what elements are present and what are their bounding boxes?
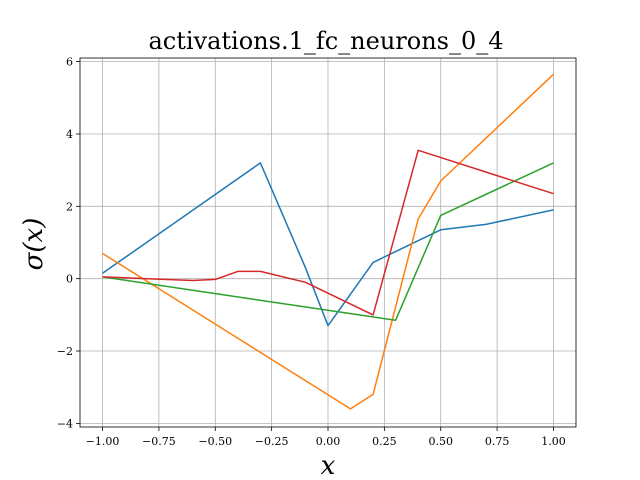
x-axis-label: x [321, 451, 336, 480]
chart-title: activations.1_fc_neurons_0_4 [148, 27, 503, 55]
y-tick-label: 0 [66, 273, 73, 286]
y-tick-label: 4 [66, 128, 73, 141]
y-tick-label: 2 [66, 200, 73, 213]
series-line-3 [102, 149, 554, 316]
series-line-2 [102, 162, 554, 322]
x-tick-label: −0.75 [142, 435, 176, 448]
x-tick-label: 0.25 [372, 435, 397, 448]
x-tick-label: 0.50 [428, 435, 453, 448]
x-tick-label: 1.00 [541, 435, 566, 448]
x-tick-label: −0.25 [255, 435, 289, 448]
ticks: −1.00 −0.75 −0.50 −0.25 0.00 0.25 0.50 0.75 1.00… [57, 56, 566, 448]
series-line-0 [102, 162, 554, 327]
x-tick-label: 0.00 [316, 435, 341, 448]
y-axis-label: σ(x) [19, 218, 49, 271]
x-tick-label: −1.00 [86, 435, 120, 448]
y-tick-label: 6 [66, 56, 73, 69]
grid-lines [80, 58, 576, 427]
x-tick-label: 0.75 [485, 435, 510, 448]
series-layer [102, 73, 555, 410]
x-tick-label: −0.50 [198, 435, 232, 448]
y-tick-label: −4 [57, 417, 73, 430]
y-tick-label: −2 [57, 345, 73, 358]
